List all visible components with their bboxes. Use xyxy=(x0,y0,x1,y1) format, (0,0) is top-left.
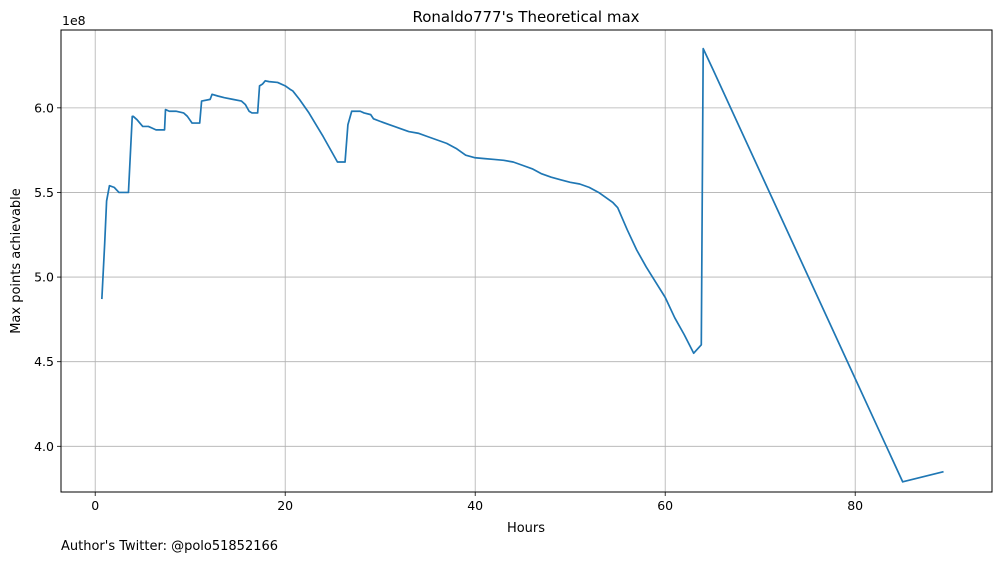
tick-layer: 0 20 40 60 80 4.0 4.5 5.0 5.5 6.0 xyxy=(34,100,863,513)
x-tick-label: 20 xyxy=(277,498,293,513)
series-line xyxy=(101,47,944,483)
x-tick-label: 0 xyxy=(91,498,99,513)
y-tick-label: 5.0 xyxy=(34,270,54,285)
grid-layer xyxy=(61,30,992,492)
x-tick-label: 80 xyxy=(847,498,863,513)
plot-frame xyxy=(60,29,993,493)
x-tick-label: 60 xyxy=(657,498,673,513)
y-tick-label: 4.0 xyxy=(34,439,54,454)
y-offset-label: 1e8 xyxy=(62,13,86,28)
series-layer xyxy=(101,47,944,483)
y-tick-label: 6.0 xyxy=(34,100,54,115)
chart-title: Ronaldo777's Theoretical max xyxy=(412,8,639,26)
x-axis-label: Hours xyxy=(507,521,545,536)
author-twitter-footer: Author's Twitter: @polo51852166 xyxy=(61,539,278,554)
x-tick-label: 40 xyxy=(467,498,483,513)
y-axis-label: Max points achievable xyxy=(9,188,24,334)
y-tick-label: 5.5 xyxy=(34,185,54,200)
y-tick-label: 4.5 xyxy=(34,354,54,369)
